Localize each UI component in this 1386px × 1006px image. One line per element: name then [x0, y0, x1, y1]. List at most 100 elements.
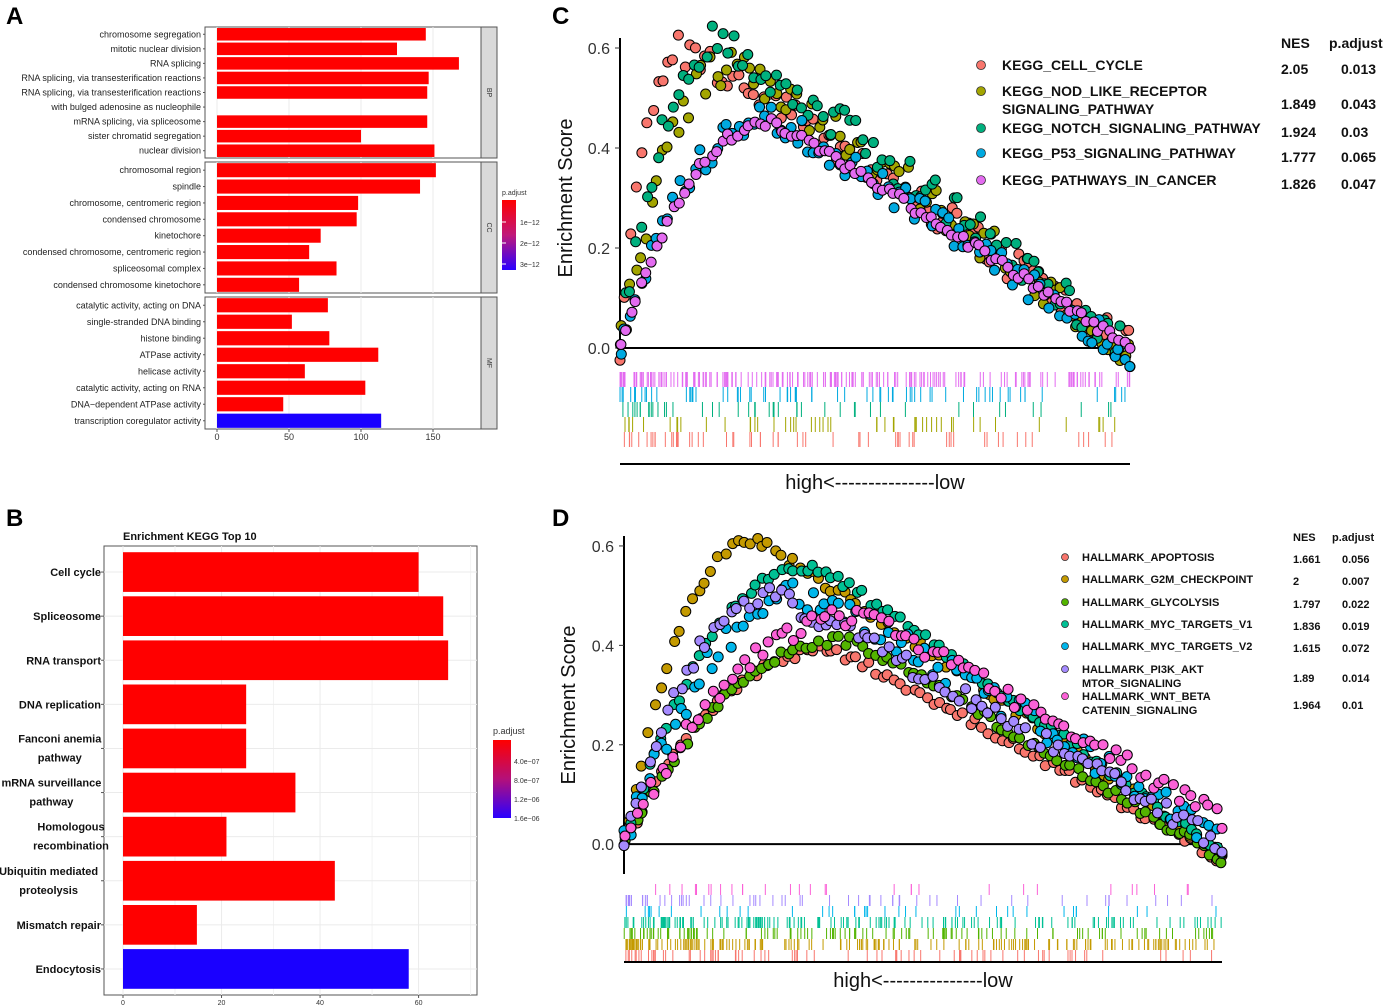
es-point [650, 741, 662, 753]
es-point [1042, 286, 1054, 298]
legend-nes-value: 1.924 [1281, 124, 1316, 140]
legend-padj-value: 0.072 [1342, 643, 1370, 655]
legend-padj-value: 0.013 [1341, 61, 1376, 77]
es-point [672, 29, 684, 41]
legend-padj-value: 0.007 [1342, 576, 1370, 588]
es-point [982, 707, 994, 719]
panel-letter-c: C [552, 3, 569, 30]
es-point [636, 147, 648, 159]
es-point [728, 30, 740, 42]
es-point [966, 703, 978, 715]
category-label: nuclear division [139, 146, 201, 156]
es-point [626, 306, 638, 318]
bar [123, 552, 419, 592]
es-point [1097, 739, 1109, 751]
es-point [721, 64, 733, 76]
es-point [662, 120, 674, 132]
bar [123, 728, 247, 769]
es-point [701, 51, 713, 63]
es-point [786, 552, 798, 564]
es-point [667, 751, 679, 763]
x-tick-label: 100 [353, 432, 368, 442]
es-point [831, 644, 843, 656]
es-point [1126, 763, 1138, 775]
y-tick-label: 0.4 [592, 638, 614, 655]
es-point [771, 117, 783, 129]
es-point [720, 118, 732, 130]
es-point [900, 649, 912, 661]
legend-padj-value: 0.014 [1342, 673, 1370, 685]
es-point [979, 245, 991, 257]
es-point [964, 219, 976, 231]
legend-nes-value: 2.05 [1281, 61, 1308, 77]
es-point [884, 155, 896, 167]
legend-key [976, 148, 986, 159]
es-point [929, 174, 941, 186]
es-point [781, 622, 793, 634]
es-point [661, 215, 673, 227]
category-label: condensed chromosome [102, 214, 201, 224]
bar [217, 57, 459, 70]
es-point [893, 166, 905, 178]
es-point [932, 661, 944, 673]
es-point [1000, 237, 1012, 249]
es-point [688, 662, 700, 674]
es-point [737, 620, 749, 632]
bar [123, 772, 296, 813]
category-label: condensed chromosome kinetochore [53, 280, 201, 290]
es-point [1139, 806, 1151, 818]
es-point [706, 663, 718, 675]
legend-label: 1.6e−06 [514, 816, 540, 823]
legend-nes-value: 1.615 [1293, 643, 1321, 655]
es-point [834, 130, 846, 142]
es-point [651, 240, 663, 252]
es-point [762, 636, 774, 648]
es-point [978, 667, 990, 679]
es-point [795, 102, 807, 114]
es-point [817, 111, 829, 123]
legend-label: CATENIN_SIGNALING [1082, 705, 1197, 717]
es-point [623, 286, 635, 298]
legend-label: KEGG_PATHWAYS_IN_CANCER [1002, 172, 1216, 188]
es-point [1052, 739, 1064, 751]
es-point [635, 252, 647, 264]
es-point [1123, 324, 1135, 336]
es-point [642, 191, 654, 203]
panel-c-gsea-kegg: 0.0 0.2 0.4 0.6 Enrichment Score high<-------… [555, 20, 1383, 494]
legend-key [976, 86, 986, 96]
es-point [769, 656, 781, 668]
facet-label: CC [485, 222, 492, 232]
category-label: recombination [33, 841, 109, 853]
es-point [867, 137, 879, 149]
legend-padj-value: 0.022 [1342, 599, 1370, 611]
es-point [630, 181, 642, 193]
es-point [711, 146, 723, 158]
es-point [1133, 781, 1145, 793]
bar [217, 228, 321, 243]
es-point [1008, 702, 1020, 714]
legend-label: 8.0e−07 [514, 778, 540, 785]
es-point [619, 830, 631, 842]
bar [217, 115, 428, 128]
es-point [1140, 769, 1152, 781]
es-point [666, 54, 678, 66]
legend-header-nes: NES [1281, 35, 1310, 51]
es-point [775, 549, 787, 561]
category-label: catalytic activity, acting on DNA [76, 300, 201, 310]
es-point [1088, 316, 1100, 328]
es-point [1202, 799, 1214, 811]
es-point [683, 73, 695, 85]
es-point [871, 598, 883, 610]
y-tick-label: 0.0 [592, 837, 614, 854]
es-point [645, 776, 657, 788]
es-point [757, 607, 769, 619]
es-point [693, 61, 705, 73]
es-point [813, 635, 825, 647]
es-point [706, 20, 718, 32]
es-point [1185, 790, 1197, 802]
legend-nes-value: 1.661 [1293, 554, 1321, 566]
es-point [747, 89, 759, 101]
es-point [764, 582, 776, 594]
es-point [1019, 722, 1031, 734]
panel-d-gsea-hallmark: 0.0 0.2 0.4 0.6 Enrichment Score high<-------… [558, 532, 1375, 992]
